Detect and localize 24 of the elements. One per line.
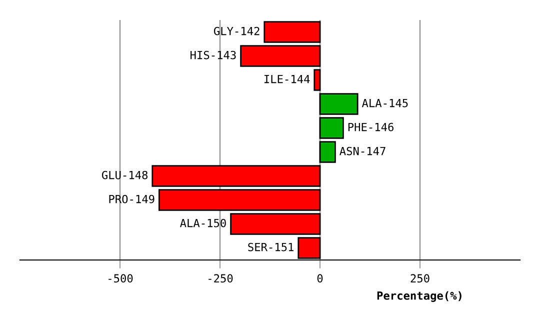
x-tick-label: 250	[410, 274, 430, 283]
bar	[319, 93, 358, 115]
bar	[240, 45, 321, 67]
y-tick-label: ALA-150	[180, 218, 226, 228]
y-tick-label: GLU-148	[102, 170, 148, 180]
x-tick-label: 0	[317, 274, 323, 283]
y-tick-label: PHE-146	[348, 122, 394, 132]
bar	[319, 117, 344, 139]
bar	[314, 69, 321, 91]
y-tick-label: ASN-147	[340, 146, 386, 156]
x-tick-label: -250	[208, 274, 233, 283]
bar	[264, 21, 321, 43]
bar	[319, 141, 336, 163]
x-tick-label: -500	[108, 274, 133, 283]
bar	[230, 213, 321, 235]
bar	[152, 165, 321, 187]
bar	[158, 189, 321, 211]
y-tick-label: HIS-143	[190, 50, 236, 60]
y-tick-label: ALA-145	[362, 98, 408, 108]
x-axis-title: Percentage(%)	[377, 291, 462, 302]
y-tick-label: GLY-142	[214, 26, 260, 36]
y-tick-label: SER-151	[248, 242, 294, 252]
y-tick-label: ILE-144	[264, 74, 310, 84]
y-tick-label: PRO-149	[109, 194, 154, 204]
